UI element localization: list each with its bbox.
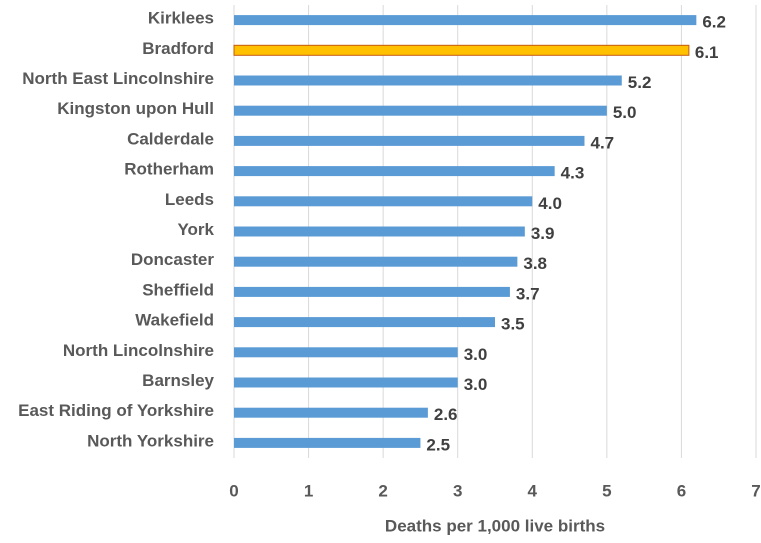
x-tick-label: 4 — [528, 481, 538, 500]
y-tick-label: North Lincolnshire — [63, 341, 214, 360]
value-label: 6.2 — [702, 13, 726, 32]
bar — [234, 317, 495, 328]
bar — [234, 256, 518, 267]
value-label: 3.9 — [531, 224, 555, 243]
y-tick-label: Bradford — [142, 39, 214, 58]
bar — [234, 226, 525, 237]
bar — [234, 286, 510, 297]
bar — [234, 437, 421, 448]
bar — [234, 347, 458, 358]
x-tick-label: 3 — [453, 481, 462, 500]
bar — [234, 135, 585, 146]
value-label: 3.7 — [516, 284, 540, 303]
y-tick-label: Doncaster — [131, 250, 215, 269]
value-label: 3.8 — [523, 254, 547, 273]
value-label: 2.6 — [434, 405, 458, 424]
bar — [234, 377, 458, 388]
x-axis-title: Deaths per 1,000 live births — [385, 516, 605, 535]
y-tick-label: North Yorkshire — [87, 431, 214, 450]
bar — [234, 75, 622, 86]
value-label: 5.0 — [613, 103, 637, 122]
value-label: 2.5 — [426, 435, 450, 454]
value-label: 4.0 — [538, 194, 562, 213]
value-label: 3.5 — [501, 315, 525, 334]
bar — [233, 44, 690, 56]
x-tick-label: 0 — [229, 481, 238, 500]
value-label: 3.0 — [464, 375, 488, 394]
y-tick-label: York — [177, 220, 214, 239]
y-tick-label: Kirklees — [148, 9, 214, 28]
y-tick-label: East Riding of Yorkshire — [18, 401, 214, 420]
value-label: 5.2 — [628, 73, 652, 92]
value-label: 4.7 — [590, 133, 614, 152]
bar — [234, 196, 533, 207]
y-tick-label: North East Lincolnshire — [22, 69, 214, 88]
y-tick-label: Wakefield — [135, 311, 214, 330]
y-tick-label: Leeds — [165, 190, 214, 209]
y-tick-label: Sheffield — [142, 280, 214, 299]
y-tick-label: Kingston upon Hull — [57, 99, 214, 118]
x-tick-label: 1 — [304, 481, 313, 500]
y-tick-label: Barnsley — [142, 371, 214, 390]
bar — [234, 105, 607, 116]
bar — [234, 166, 555, 177]
x-tick-label: 5 — [602, 481, 611, 500]
bar — [234, 15, 697, 26]
value-label: 3.0 — [464, 345, 488, 364]
x-tick-label: 7 — [751, 481, 760, 500]
x-tick-label: 2 — [378, 481, 387, 500]
y-tick-label: Rotherham — [124, 160, 214, 179]
bar — [234, 407, 428, 418]
value-label: 6.1 — [695, 43, 719, 62]
value-label: 4.3 — [561, 164, 585, 183]
y-tick-label: Calderdale — [127, 129, 214, 148]
x-tick-label: 6 — [677, 481, 686, 500]
